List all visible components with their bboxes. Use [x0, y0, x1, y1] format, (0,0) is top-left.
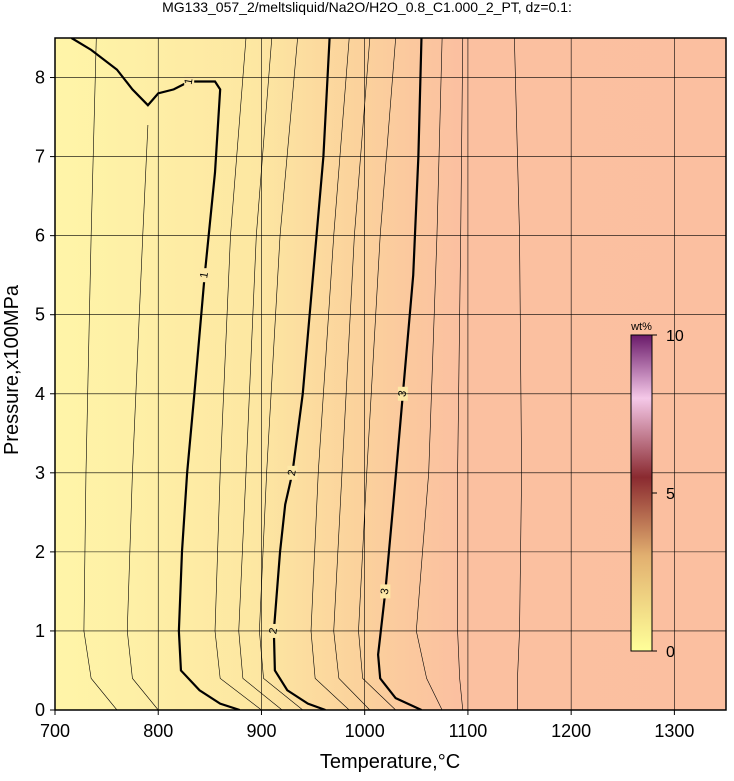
y-tick-label: 7 — [35, 147, 45, 167]
contour-label: 1 — [183, 77, 196, 85]
y-axis-label: Pressure,x100MPa — [1, 284, 23, 455]
x-axis-label: Temperature,°C — [320, 751, 460, 773]
chart-title: MG133_057_2/meltsliquid/Na2O/H2O_0.8_C1.… — [162, 0, 572, 15]
y-tick-label: 6 — [35, 226, 45, 246]
colorbar — [630, 334, 653, 652]
x-tick-label: 1000 — [345, 721, 385, 741]
y-tick-label: 4 — [35, 384, 45, 404]
contour-label-bg — [199, 268, 210, 283]
y-tick-label: 8 — [35, 68, 45, 88]
x-tick-label: 1100 — [449, 721, 488, 741]
colorbar-tick-label: 10 — [666, 328, 684, 345]
contour — [377, 38, 423, 710]
colorbar-label: wt% — [630, 321, 652, 333]
contour — [70, 38, 241, 710]
y-tick-label: 3 — [35, 463, 45, 483]
colorbar-tick-label: 0 — [666, 644, 675, 661]
x-tick-label: 900 — [246, 721, 276, 741]
contour-label-bg — [184, 74, 195, 89]
contour — [272, 38, 331, 710]
x-tick-label: 1300 — [654, 721, 694, 741]
x-tick-label: 800 — [143, 721, 173, 741]
y-tick-label: 2 — [35, 542, 45, 562]
x-tick-label: 1200 — [551, 721, 591, 741]
contour-label: 3 — [379, 587, 392, 595]
contour-label-bg — [380, 584, 391, 599]
plot-background — [55, 38, 726, 710]
y-tick-label: 5 — [35, 305, 45, 325]
plot-frame — [54, 37, 727, 711]
y-tick-label: 1 — [35, 621, 45, 641]
y-tick-label: 0 — [35, 700, 45, 720]
x-tick-label: 700 — [40, 721, 70, 741]
colorbar-tick-label: 5 — [666, 486, 675, 503]
contour-label: 1 — [198, 271, 211, 279]
